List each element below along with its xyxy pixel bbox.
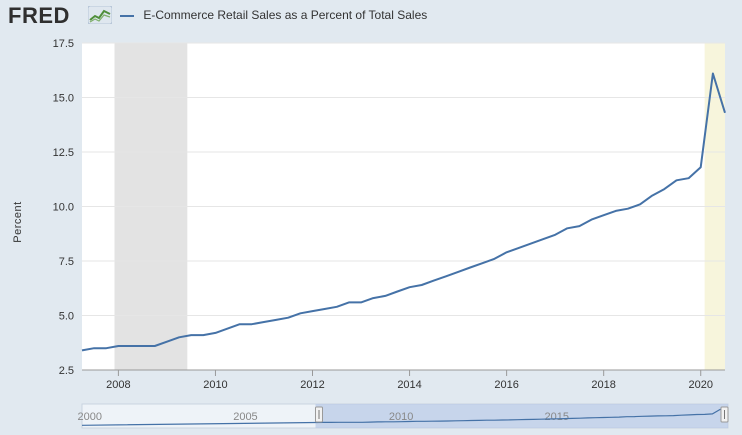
- x-tick-label: 2018: [591, 379, 615, 391]
- x-tick-label: 2020: [688, 379, 712, 391]
- x-tick-label: 2016: [494, 379, 518, 391]
- fred-logo[interactable]: FRED: [8, 3, 70, 28]
- y-tick-label: 12.5: [53, 147, 74, 159]
- y-tick-label: 10.0: [53, 202, 74, 214]
- x-tick-label: 2010: [203, 379, 227, 391]
- legend: E-Commerce Retail Sales as a Percent of …: [120, 8, 427, 22]
- x-tick-label: 2008: [106, 379, 130, 391]
- y-tick-label: 2.5: [59, 365, 74, 377]
- navigator-tick-label: 2010: [389, 411, 413, 423]
- navigator-tick-label: 2000: [78, 411, 102, 423]
- x-tick-label: 2014: [397, 379, 421, 391]
- series-line[interactable]: [81, 72, 726, 352]
- y-tick-label: 15.0: [53, 93, 74, 105]
- navigator-tick-label: 2015: [545, 411, 569, 423]
- navigator-tick-label: 2005: [233, 411, 257, 423]
- y-tick-label: 7.5: [59, 256, 74, 268]
- legend-line-swatch: [120, 14, 134, 17]
- navigator-series-line: [81, 408, 729, 426]
- y-tick-label: 5.0: [59, 311, 74, 323]
- legend-series-label: E-Commerce Retail Sales as a Percent of …: [143, 8, 428, 22]
- x-tick-label: 2012: [300, 379, 324, 391]
- y-tick-label: 17.5: [53, 38, 74, 50]
- header: FRED E-Commerce Retail Sales as a Percen…: [0, 0, 742, 32]
- range-navigator[interactable]: 2000 2005 2010 2015: [78, 403, 729, 429]
